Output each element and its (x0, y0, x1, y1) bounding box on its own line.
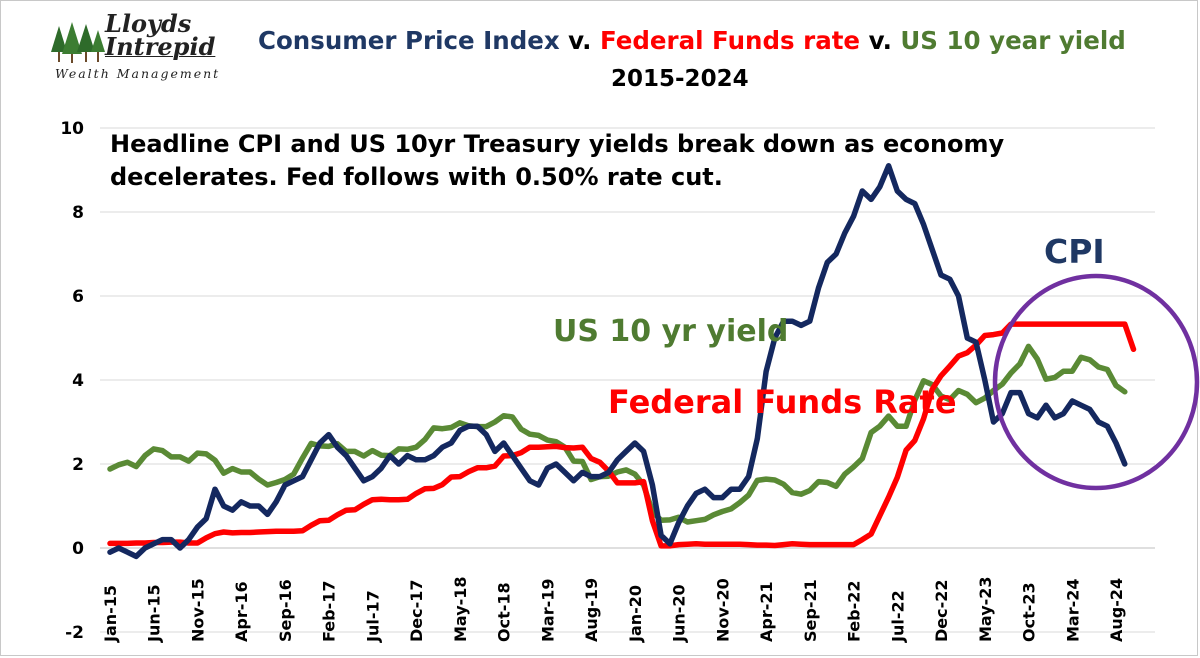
company-logo: Lloyds Intrepid Wealth Management (50, 12, 255, 86)
y-tick-label: 4 (72, 371, 84, 391)
x-tick-label: Nov-20 (713, 578, 732, 642)
series-line-cpi (107, 163, 1128, 560)
y-tick-label: 10 (60, 119, 84, 139)
x-tick-label: Feb-22 (845, 581, 864, 643)
x-tick-label: Jun-20 (670, 584, 689, 643)
x-tick-label: Nov-15 (188, 578, 207, 642)
series-group (107, 163, 1137, 560)
x-tick-label: Aug-24 (1107, 578, 1126, 642)
x-tick-label: Apr-21 (757, 581, 776, 642)
title-ffr: Federal Funds rate (600, 26, 861, 55)
x-tick-label: Oct-23 (1020, 582, 1039, 642)
x-tick-label: Feb-17 (320, 581, 339, 643)
cpi-series-label: CPI (1044, 232, 1105, 271)
y-axis: -2 0 2 4 6 8 10 (60, 119, 84, 643)
y-tick-label: 0 (72, 539, 84, 559)
x-tick-label: Jul-17 (363, 590, 382, 643)
title-sep1: v. (559, 26, 600, 55)
title-cpi: Consumer Price Index (258, 26, 560, 55)
yield-series-label: US 10 yr yield (553, 314, 789, 349)
chart-subtitle: 2015-2024 (611, 66, 749, 92)
x-tick-label: Dec-17 (407, 579, 426, 642)
headline-annotation: Headline CPI and US 10yr Treasury yields… (110, 130, 1005, 191)
x-axis: Jan-15 Jun-15 Nov-15 Apr-16 Sep-16 Feb-17 Jul-… (101, 576, 1126, 643)
x-tick-label: Mar-19 (538, 578, 557, 642)
logo-name: Lloyds Intrepid (105, 9, 255, 61)
ffr-series-label: Federal Funds Rate (608, 383, 957, 421)
logo-tagline: Wealth Management (55, 66, 221, 81)
series-line-federal-funds-rate (107, 321, 1137, 549)
title-yield: US 10 year yield (900, 26, 1126, 55)
x-tick-label: May-23 (976, 576, 995, 642)
x-tick-label: Dec-22 (932, 579, 951, 642)
x-tick-label: Jan-20 (626, 585, 645, 643)
grid-lines (100, 127, 1155, 633)
series-line-us-10-yr-yield (107, 343, 1128, 525)
trees-logo-icon (51, 22, 105, 63)
x-tick-label: Aug-19 (582, 578, 601, 642)
chart-title: Consumer Price Index v. Federal Funds ra… (258, 26, 1126, 55)
x-tick-label: Jun-15 (145, 584, 164, 643)
y-tick-label: 2 (72, 455, 84, 475)
x-tick-label: Sep-16 (276, 579, 295, 642)
x-tick-label: Jan-15 (101, 585, 120, 643)
y-tick-label: 8 (72, 203, 84, 223)
y-tick-label: 6 (72, 287, 84, 307)
x-tick-label: Oct-18 (495, 582, 514, 642)
logo-name-line2: Intrepid (105, 32, 216, 61)
y-tick-label: -2 (65, 623, 84, 643)
x-tick-label: Apr-16 (232, 581, 251, 642)
x-tick-label: Jul-22 (888, 590, 907, 643)
highlight-circle (992, 273, 1200, 491)
logo-name-line1: Lloyds (105, 9, 192, 38)
x-tick-label: May-18 (451, 576, 470, 642)
title-sep2: v. (860, 26, 901, 55)
x-tick-label: Mar-24 (1063, 578, 1082, 642)
x-tick-label: Sep-21 (801, 579, 820, 642)
